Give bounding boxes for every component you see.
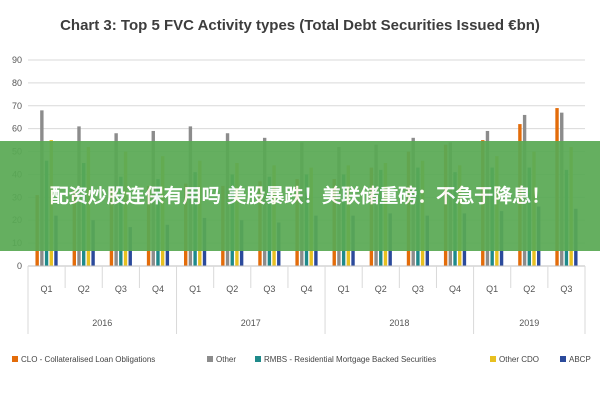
x-axis: Q1 Q2 Q3 Q4 Q1 Q2 Q3 Q4 Q1 Q2 Q3 Q4 Q1 Q2 Q3 2016 2017 20…: [27, 265, 586, 334]
legend-item: Other: [207, 355, 236, 364]
legend-item: ABCP: [560, 355, 591, 364]
legend-swatch: [12, 356, 18, 362]
legend-swatch: [490, 356, 496, 362]
legend-item: CLO - Collateralised Loan Obligations: [12, 355, 155, 364]
y-tick-label: 90: [12, 55, 22, 65]
y-tick-label: 60: [12, 124, 22, 134]
year-label: 2016: [92, 318, 112, 328]
legend-label: ABCP: [569, 355, 591, 364]
x-tick-label: Q2: [226, 284, 238, 294]
overlay-banner: 配资炒股连保有用吗 美股暴跌！美联储重磅：不急于降息！: [0, 141, 600, 251]
legend-label: CLO - Collateralised Loan Obligations: [21, 355, 155, 364]
x-tick-label: Q4: [449, 284, 461, 294]
x-tick-label: Q3: [115, 284, 127, 294]
x-tick-label: Q2: [78, 284, 90, 294]
x-tick-label: Q3: [560, 284, 572, 294]
x-tick-label: Q2: [375, 284, 387, 294]
y-tick-label: 70: [12, 101, 22, 111]
x-tick-label: Q4: [152, 284, 164, 294]
x-tick-label: Q3: [263, 284, 275, 294]
year-label: 2018: [389, 318, 409, 328]
year-label: 2017: [241, 318, 261, 328]
legend-label: Other: [216, 355, 236, 364]
legend-label: Other CDO: [499, 355, 539, 364]
x-tick-label: Q1: [41, 284, 53, 294]
year-label: 2019: [519, 318, 539, 328]
legend-label: RMBS - Residential Mortgage Backed Secur…: [264, 355, 436, 364]
x-tick-label: Q1: [338, 284, 350, 294]
x-tick-label: Q2: [523, 284, 535, 294]
chart-title: Chart 3: Top 5 FVC Activity types (Total…: [60, 17, 540, 34]
legend-swatch: [207, 356, 213, 362]
overlay-text: 配资炒股连保有用吗 美股暴跌！美联储重磅：不急于降息！: [49, 185, 551, 207]
legend-swatch: [255, 356, 261, 362]
x-tick-label: Q1: [189, 284, 201, 294]
legend-item: Other CDO: [490, 355, 539, 364]
x-tick-label: Q4: [300, 284, 312, 294]
y-tick-label: 0: [17, 261, 22, 271]
y-tick-label: 80: [12, 78, 22, 88]
x-tick-label: Q1: [486, 284, 498, 294]
legend: CLO - Collateralised Loan Obligations Oth…: [12, 355, 591, 364]
x-tick-label: Q3: [412, 284, 424, 294]
legend-item: RMBS - Residential Mortgage Backed Secur…: [255, 355, 436, 364]
legend-swatch: [560, 356, 566, 362]
